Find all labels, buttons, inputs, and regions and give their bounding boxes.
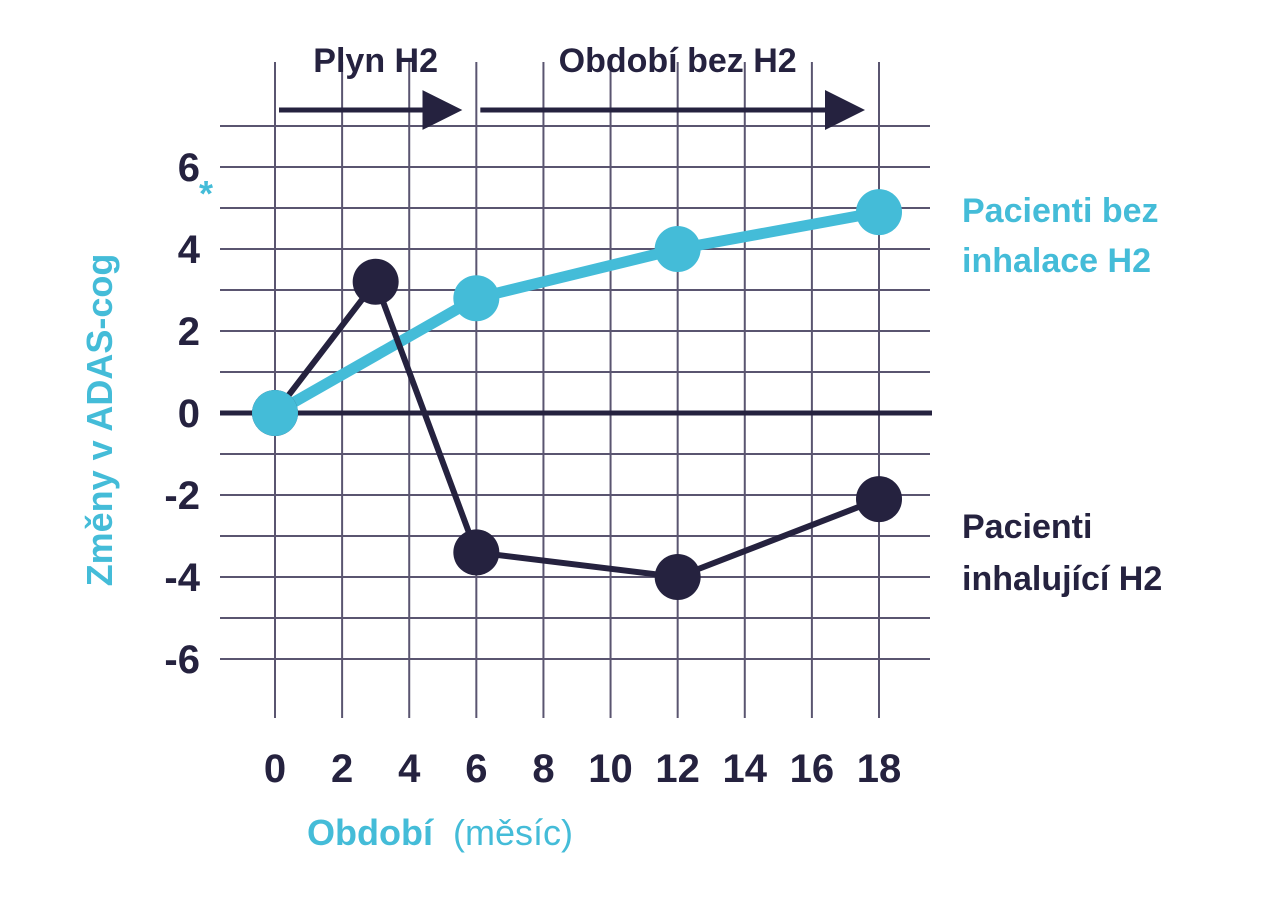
x-tick-label: 2 <box>331 747 353 791</box>
x-tick-label: 16 <box>790 747 835 791</box>
x-tick-label: 0 <box>264 747 286 791</box>
x-tick-label: 18 <box>857 747 902 791</box>
y-tick-label: 4 <box>178 228 201 272</box>
x-tick-label: 4 <box>398 747 421 791</box>
series-2-point <box>856 476 902 523</box>
phase-label-1: Plyn H2 <box>313 42 438 80</box>
y-tick-label: 6 <box>178 146 200 190</box>
x-tick-label: 6 <box>465 747 487 791</box>
legend-label-2: Pacienti <box>962 508 1092 546</box>
phase-annotations: Plyn H2 Období bez H2 <box>279 42 865 130</box>
y-tick-label: 2 <box>178 310 200 354</box>
x-tick-label: 14 <box>723 747 768 791</box>
series-1-point <box>453 275 500 322</box>
phase-label-2: Období bez H2 <box>559 42 797 80</box>
series-2-point <box>453 529 500 576</box>
series-2-point <box>352 258 399 305</box>
y-tick-label: -6 <box>164 638 200 682</box>
y-tick-label: -4 <box>164 556 200 600</box>
x-tick-label: 8 <box>532 747 554 791</box>
x-axis-unit: (měsíc) <box>453 812 573 853</box>
significance-star: * <box>199 173 213 214</box>
legend-label-1: Pacienti bez <box>962 192 1159 230</box>
series-line-1 <box>272 206 880 418</box>
y-tick-label: 0 <box>178 392 200 436</box>
series-1-point <box>856 189 902 236</box>
series-2-point <box>654 554 701 600</box>
legend-label-1: inhalace H2 <box>962 242 1151 280</box>
y-axis-label: Změny v ADAS-cog <box>79 254 120 587</box>
series-1-point <box>252 390 298 436</box>
y-tick-label: -2 <box>164 474 200 518</box>
x-tick-label: 12 <box>655 747 700 791</box>
series-1-point <box>654 226 701 272</box>
data-series: Pacienti bez inhalace H2 Pacienti inhalujíc… <box>252 189 1162 600</box>
x-axis-label: Období (měsíc) <box>307 812 573 853</box>
grid <box>220 62 932 718</box>
series-line-2 <box>272 278 881 580</box>
x-tick-label: 10 <box>588 747 633 791</box>
x-axis-title: Období <box>307 812 434 853</box>
legend-label-2: inhalující H2 <box>962 560 1162 598</box>
